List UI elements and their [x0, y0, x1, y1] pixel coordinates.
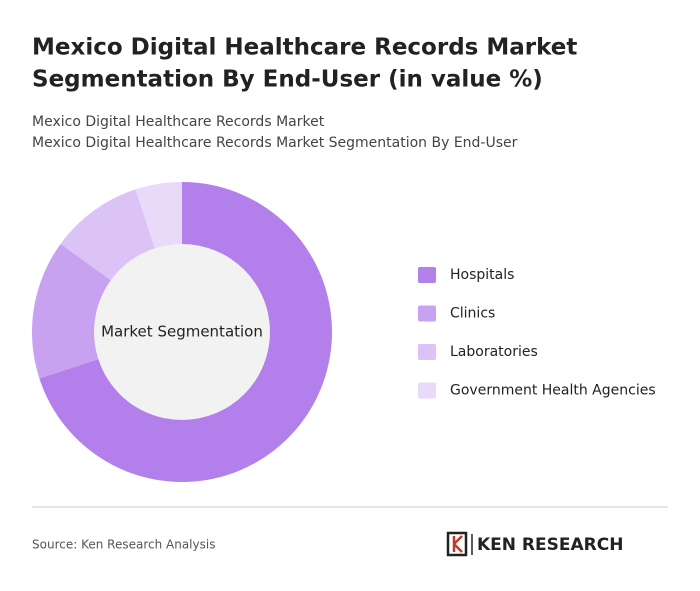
chart-title: Segmentation By End-User (in value %)	[32, 67, 543, 93]
legend-swatch	[418, 267, 436, 283]
legend-label: Hospitals	[450, 267, 514, 283]
logo-icon	[452, 535, 463, 553]
legend-label: Clinics	[450, 306, 495, 322]
logo-icon	[446, 531, 468, 557]
legend-swatch	[418, 305, 436, 322]
subtitle: Mexico Digital Healthcare Records Market…	[32, 135, 518, 151]
source: Source: Ken Research Analysis	[32, 538, 215, 552]
subtitle: Mexico Digital Healthcare Records Market	[32, 114, 325, 130]
chart-title: Mexico Digital Healthcare Records Market	[32, 35, 577, 61]
brand: KEN RESEARCH	[477, 535, 623, 555]
center-label: Market Segmentation	[101, 323, 263, 341]
legend-swatch	[418, 344, 436, 360]
legend: Hospitals Clinics Laboratories Government H…	[418, 267, 656, 399]
legend-swatch	[418, 382, 436, 399]
donut-hole	[94, 244, 270, 420]
legend-label: Laboratories	[450, 344, 538, 360]
legend-label: Government Health Agencies	[450, 383, 656, 399]
